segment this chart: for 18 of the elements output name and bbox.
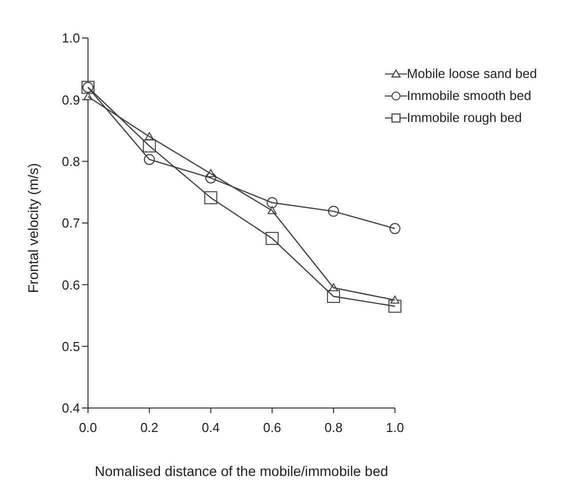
y-tick-label: 0.5 bbox=[62, 338, 80, 354]
x-axis-title: Nomalised distance of the mobile/immobile bed bbox=[94, 463, 388, 479]
y-axis-title: Frontal velocity (m/s) bbox=[24, 163, 41, 293]
y-tick-label: 0.4 bbox=[62, 400, 80, 416]
x-tick-label: 1.0 bbox=[386, 420, 404, 436]
legend-label: Immobile rough bed bbox=[406, 109, 522, 127]
y-tick-label: 0.6 bbox=[62, 277, 80, 292]
legend-label: Mobile loose sand bed bbox=[406, 65, 537, 83]
y-tick-label: 0.9 bbox=[62, 92, 80, 108]
x-tick-label: 0.0 bbox=[78, 420, 98, 436]
legend-label: Immobile smooth bed bbox=[406, 87, 532, 105]
y-tick-label: 0.8 bbox=[62, 154, 80, 169]
y-tick-label: 1.0 bbox=[62, 30, 80, 46]
x-tick-label: 0.8 bbox=[324, 420, 343, 436]
x-tick-label: 0.4 bbox=[202, 420, 220, 436]
x-tick-label: 0.6 bbox=[263, 420, 282, 436]
x-tick-label: 0.2 bbox=[140, 420, 158, 436]
y-tick-label: 0.7 bbox=[62, 216, 80, 231]
